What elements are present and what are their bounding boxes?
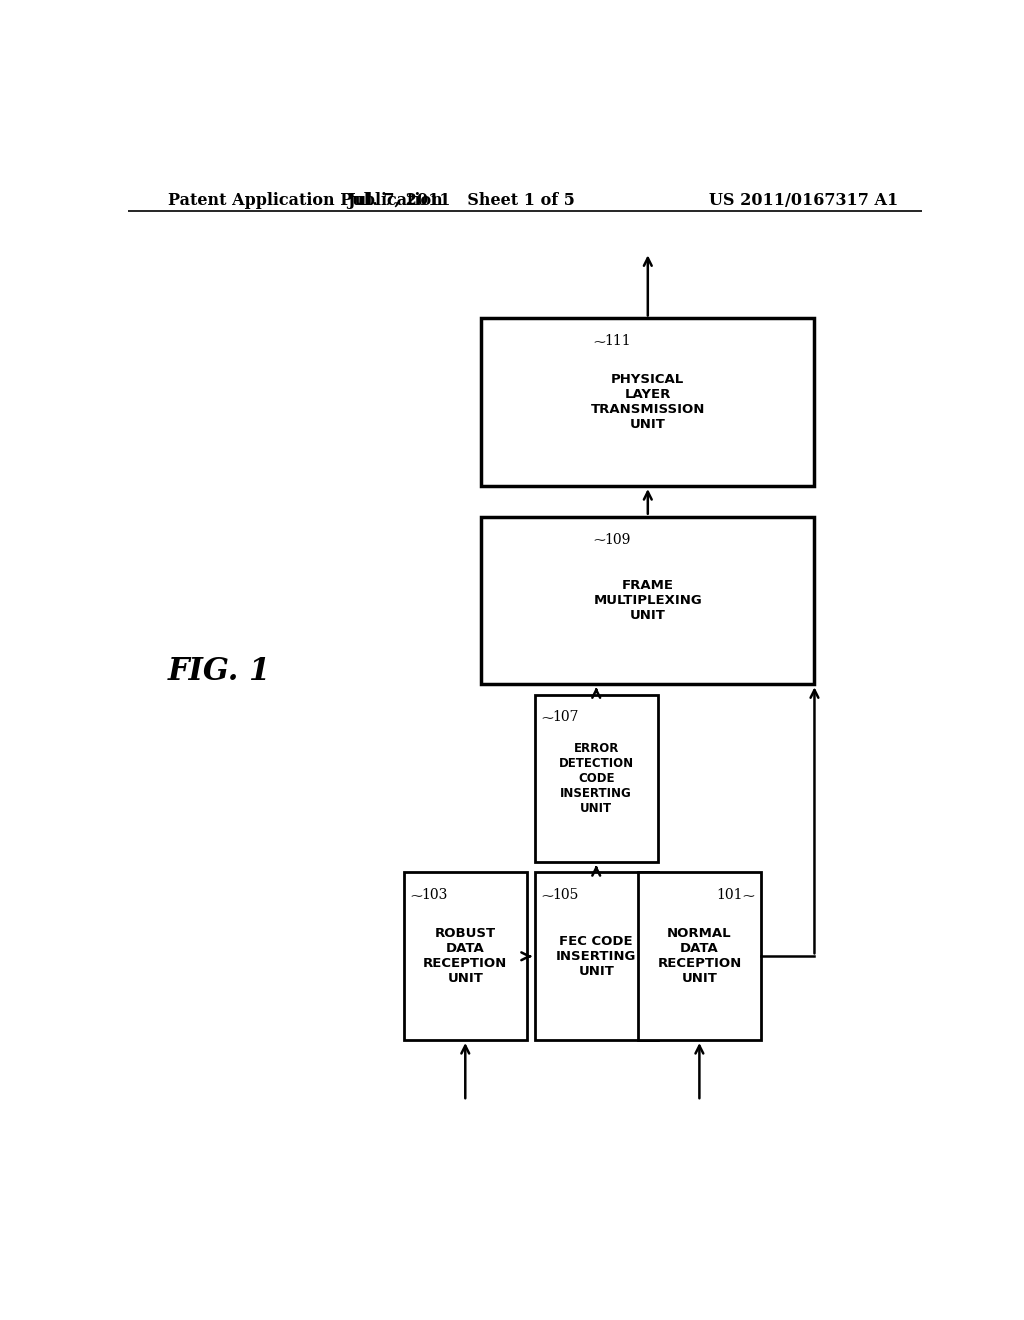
Text: 109: 109 bbox=[604, 532, 631, 546]
Text: PHYSICAL
LAYER
TRANSMISSION
UNIT: PHYSICAL LAYER TRANSMISSION UNIT bbox=[591, 374, 705, 432]
Text: FRAME
MULTIPLEXING
UNIT: FRAME MULTIPLEXING UNIT bbox=[594, 579, 702, 622]
Text: ~: ~ bbox=[541, 709, 555, 726]
Bar bbox=[638, 873, 761, 1040]
Text: 103: 103 bbox=[422, 888, 449, 903]
Text: ROBUST
DATA
RECEPTION
UNIT: ROBUST DATA RECEPTION UNIT bbox=[423, 927, 508, 985]
Bar bbox=[535, 694, 657, 862]
Text: ~: ~ bbox=[741, 887, 755, 904]
Text: US 2011/0167317 A1: US 2011/0167317 A1 bbox=[709, 191, 898, 209]
Text: FEC CODE
INSERTING
UNIT: FEC CODE INSERTING UNIT bbox=[556, 935, 636, 978]
Text: ~: ~ bbox=[592, 333, 606, 350]
Text: Jul. 7, 2011   Sheet 1 of 5: Jul. 7, 2011 Sheet 1 of 5 bbox=[347, 191, 575, 209]
Text: FIG. 1: FIG. 1 bbox=[168, 656, 271, 688]
Text: NORMAL
DATA
RECEPTION
UNIT: NORMAL DATA RECEPTION UNIT bbox=[657, 927, 741, 985]
Bar bbox=[481, 318, 814, 486]
Bar bbox=[403, 873, 526, 1040]
Bar bbox=[535, 873, 657, 1040]
Text: ~: ~ bbox=[410, 887, 424, 904]
Text: ~: ~ bbox=[541, 887, 555, 904]
Text: 105: 105 bbox=[553, 888, 579, 903]
Text: Patent Application Publication: Patent Application Publication bbox=[168, 191, 442, 209]
Text: 101: 101 bbox=[717, 888, 743, 903]
Text: ~: ~ bbox=[592, 531, 606, 548]
Text: 111: 111 bbox=[604, 334, 631, 348]
Text: ERROR
DETECTION
CODE
INSERTING
UNIT: ERROR DETECTION CODE INSERTING UNIT bbox=[559, 742, 634, 814]
Bar bbox=[481, 516, 814, 684]
Text: 107: 107 bbox=[553, 710, 580, 725]
